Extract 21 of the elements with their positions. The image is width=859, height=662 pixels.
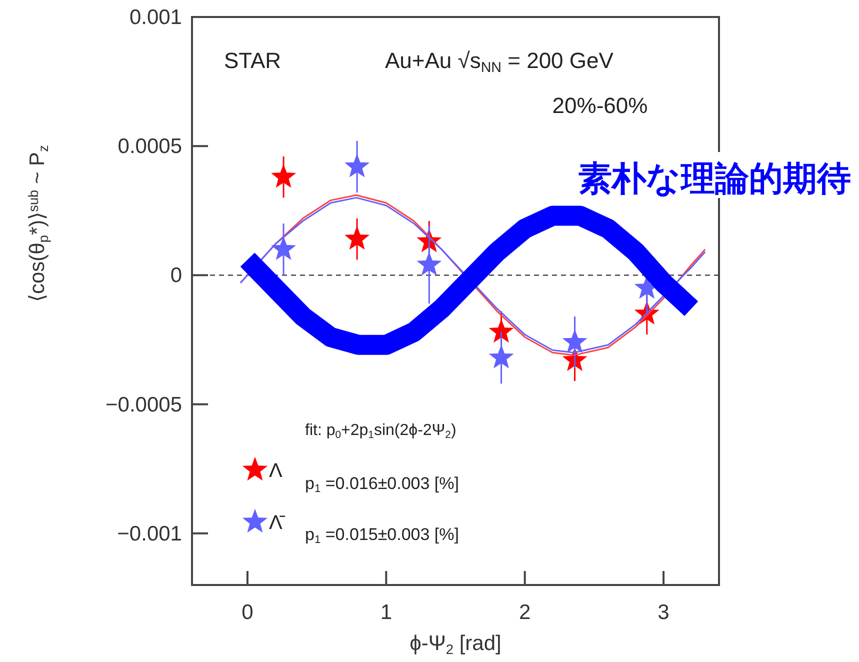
legend-label: Λ̄ [269, 512, 286, 534]
y-tick-label: 0 [170, 264, 182, 288]
x-tick-label: 3 [658, 601, 670, 624]
annotation: Au+Au √s$_{NN}$ = 200 GeV [385, 48, 614, 76]
x-tick-label: 1 [380, 601, 392, 624]
y-tick-label: 0.001 [129, 6, 182, 29]
legend-label: Λ [269, 460, 283, 482]
y-tick-label: −0.0005 [106, 393, 182, 416]
x-tick-label: 2 [519, 601, 531, 624]
point [272, 165, 295, 187]
annotation: STAR [224, 48, 282, 73]
y-tick-label: −0.001 [117, 522, 182, 546]
annotation: p$_{1}$ =0.015±0.003 [%] [305, 525, 459, 546]
annotation: p$_{1}$ =0.016±0.003 [%] [305, 474, 459, 496]
series-label: 素朴な理論的期待 [578, 160, 851, 198]
x-axis-title: ϕ-Ψ$_{2}$ [rad] [410, 632, 502, 658]
annotation: 20%-60% [552, 93, 648, 118]
y-tick-label: 0.0005 [118, 135, 182, 158]
annotation: fit: p$_{0}$+2p$_{1}$sin(2ϕ-2Ψ$_{2}$) [305, 422, 456, 441]
point [346, 154, 368, 176]
x-tick-label: 0 [242, 601, 254, 624]
